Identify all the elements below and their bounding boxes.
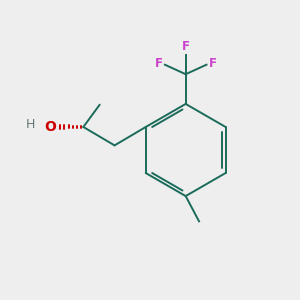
Text: F: F — [155, 57, 163, 70]
Text: F: F — [182, 40, 190, 53]
Text: O: O — [44, 120, 56, 134]
Text: H: H — [26, 118, 35, 131]
Text: F: F — [208, 57, 217, 70]
